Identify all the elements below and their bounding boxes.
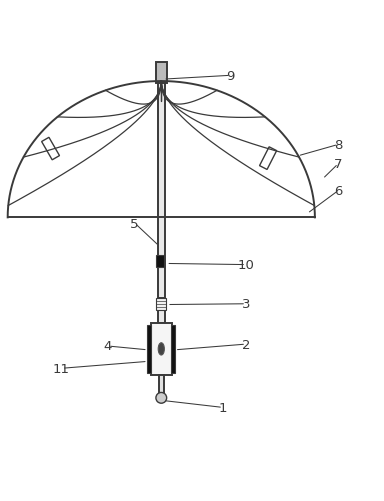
Text: 6: 6	[334, 184, 342, 197]
Bar	[41, 138, 60, 160]
Bar	[156, 63, 167, 84]
Circle shape	[156, 393, 167, 403]
Text: 8: 8	[334, 139, 342, 152]
Text: 10: 10	[237, 259, 254, 272]
Text: 2: 2	[242, 338, 250, 351]
Bar	[260, 147, 276, 170]
Ellipse shape	[158, 343, 164, 355]
Bar	[159, 375, 164, 395]
Text: 11: 11	[53, 362, 70, 375]
Bar	[156, 256, 164, 268]
Text: 9: 9	[226, 70, 235, 83]
Text: 3: 3	[242, 298, 250, 311]
Bar	[147, 325, 151, 373]
Text: 5: 5	[130, 217, 139, 230]
Bar	[158, 82, 165, 299]
Bar	[156, 299, 166, 310]
Bar	[158, 310, 165, 323]
Bar	[171, 325, 175, 373]
Text: 4: 4	[103, 340, 112, 353]
Text: 1: 1	[218, 401, 227, 414]
Text: 7: 7	[334, 158, 342, 171]
Bar	[151, 323, 172, 375]
